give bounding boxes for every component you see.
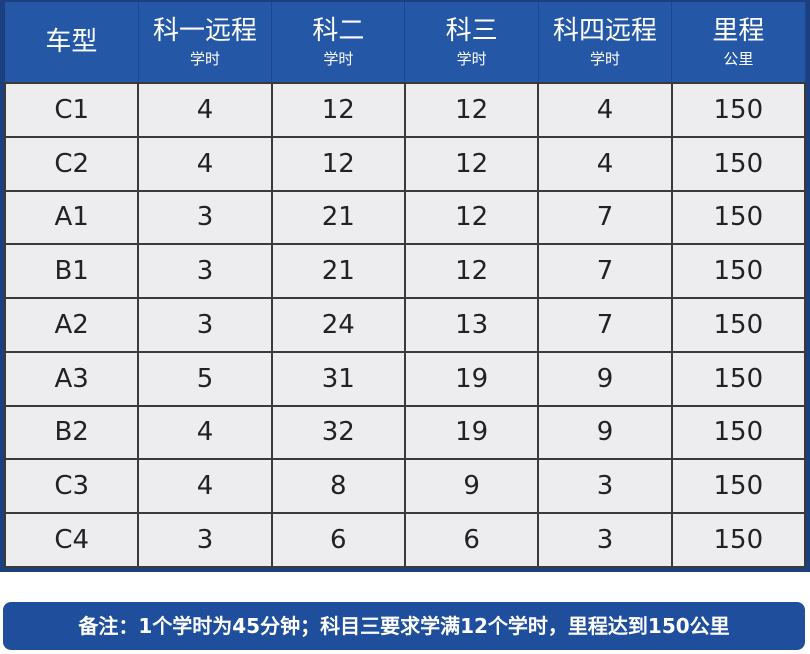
table-cell: 150 — [670, 189, 807, 246]
column-header: 科二 学时 — [271, 2, 406, 83]
table-row: B1 3 21 12 7 150 — [3, 243, 807, 300]
table-cell: 4 — [137, 404, 273, 461]
table-cell: A3 — [3, 350, 140, 407]
table-row: C1 4 12 12 4 150 — [3, 82, 807, 138]
table-cell: 150 — [670, 297, 807, 353]
table-cell: B2 — [3, 404, 140, 461]
table-cell: 21 — [270, 243, 406, 300]
table-cell: 6 — [270, 512, 406, 568]
column-header: 车型 — [5, 2, 139, 83]
table-cell: 19 — [403, 404, 540, 461]
table-cell: 8 — [270, 458, 406, 515]
table-cell: 12 — [403, 82, 540, 138]
table-cell: 9 — [537, 404, 673, 461]
column-unit: 公里 — [723, 50, 754, 68]
table-cell: 12 — [270, 82, 406, 138]
table-cell: 7 — [537, 189, 673, 246]
training-hours-table: 车型 科一远程 学时 科二 学时 科三 学时 科四远程 学时 里程 公里 C1 4 12 12 4 150 C2… — [0, 0, 810, 572]
table-cell: C2 — [3, 135, 140, 192]
table-cell: 12 — [403, 243, 540, 300]
column-title: 里程 — [712, 16, 765, 46]
table-cell: 31 — [270, 350, 406, 407]
table-cell: 3 — [137, 243, 273, 300]
table-cell: 3 — [137, 512, 273, 568]
column-title: 车型 — [45, 27, 98, 57]
table-row: B2 4 32 19 9 150 — [3, 404, 807, 461]
column-unit: 学时 — [189, 50, 220, 68]
table-cell: 7 — [537, 243, 673, 300]
column-unit: 学时 — [589, 50, 620, 68]
table-cell: 150 — [670, 135, 807, 192]
table-cell: 4 — [137, 458, 273, 515]
table-cell: B1 — [3, 243, 140, 300]
table-cell: 150 — [670, 458, 807, 515]
table-cell: A1 — [3, 189, 140, 246]
column-header: 科一远程 学时 — [138, 2, 273, 83]
table-cell: 13 — [403, 297, 540, 353]
column-header: 科三 学时 — [404, 2, 539, 83]
table-cell: 150 — [670, 350, 807, 407]
table-cell: 150 — [670, 243, 807, 300]
table-cell: 12 — [270, 135, 406, 192]
table-cell: A2 — [3, 297, 140, 353]
table-cell: 12 — [403, 135, 540, 192]
table-cell: 12 — [403, 189, 540, 246]
table-cell: 150 — [670, 82, 807, 138]
table-row: A2 3 24 13 7 150 — [3, 297, 807, 353]
column-header: 里程 公里 — [671, 2, 806, 83]
table-cell: 5 — [137, 350, 273, 407]
column-title: 科二 — [312, 16, 365, 46]
table-row: C4 3 6 6 3 150 — [3, 512, 807, 568]
table-cell: C4 — [3, 512, 140, 568]
table-cell: 19 — [403, 350, 540, 407]
table-row: C2 4 12 12 4 150 — [3, 135, 807, 192]
column-unit: 学时 — [456, 50, 487, 68]
table-cell: 3 — [137, 189, 273, 246]
table-cell: 3 — [537, 458, 673, 515]
column-unit: 学时 — [323, 50, 354, 68]
column-header: 科四远程 学时 — [538, 2, 673, 83]
table-cell: 9 — [403, 458, 540, 515]
table-cell: 4 — [137, 82, 273, 138]
table-cell: 9 — [537, 350, 673, 407]
table-row: A3 5 31 19 9 150 — [3, 350, 807, 407]
table-cell: 4 — [537, 135, 673, 192]
table-cell: 4 — [137, 135, 273, 192]
table-cell: 3 — [137, 297, 273, 353]
header-row: 车型 科一远程 学时 科二 学时 科三 学时 科四远程 学时 里程 公里 — [5, 2, 806, 83]
column-title: 科一远程 — [152, 16, 257, 46]
table-cell: C1 — [3, 82, 140, 138]
table-cell: 150 — [670, 404, 807, 461]
table-cell: 3 — [537, 512, 673, 568]
table-cell: 21 — [270, 189, 406, 246]
table-row: A1 3 21 12 7 150 — [3, 189, 807, 246]
table-cell: 6 — [403, 512, 540, 568]
table-cell: 24 — [270, 297, 406, 353]
table-cell: 150 — [670, 512, 807, 568]
table-cell: 4 — [537, 82, 673, 138]
note-banner: 备注：1个学时为45分钟；科目三要求学满12个学时，里程达到150公里 — [3, 602, 805, 650]
table-cell: 32 — [270, 404, 406, 461]
table-cell: C3 — [3, 458, 140, 515]
table-row: C3 4 8 9 3 150 — [3, 458, 807, 515]
table-cell: 7 — [537, 297, 673, 353]
column-title: 科四远程 — [552, 16, 657, 46]
column-title: 科三 — [445, 16, 498, 46]
